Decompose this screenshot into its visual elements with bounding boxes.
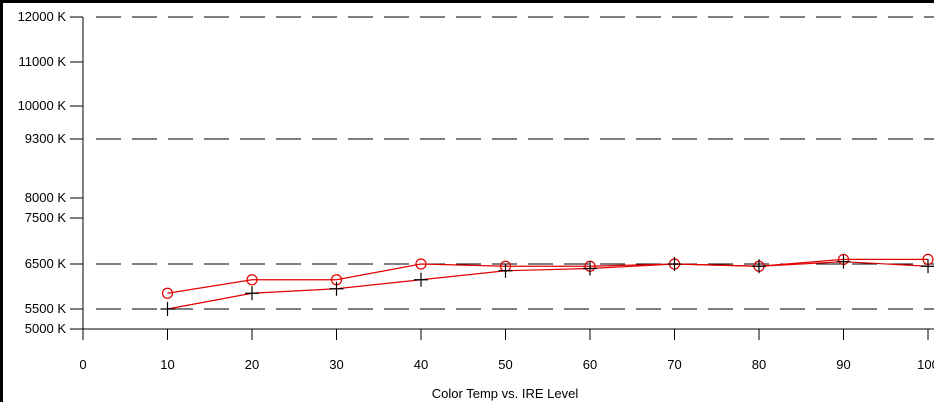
series-2-line (167, 261, 929, 310)
series-2-point-10 (160, 302, 175, 316)
x-tick-label-70: 70 (667, 357, 681, 372)
x-tick-label-90: 90 (836, 357, 850, 372)
series-2-point-50 (498, 263, 513, 278)
x-tick-label-60: 60 (583, 357, 597, 372)
x-axis-label: Color Temp vs. IRE Level (432, 386, 579, 401)
y-tick-label-6500: 6500 K (25, 256, 67, 271)
series-1-point-40 (415, 258, 427, 270)
series-2-point-80 (752, 259, 766, 274)
x-tick-label-40: 40 (414, 357, 428, 372)
reference-lines (96, 16, 934, 310)
x-tick-label-0: 0 (79, 357, 86, 372)
x-tick-label-50: 50 (498, 357, 512, 372)
y-tick-label-5000: 5000 K (25, 321, 67, 336)
x-tick-label-20: 20 (245, 357, 259, 372)
series-2-point-40 (414, 272, 428, 287)
y-tick-label-12000: 12000 K (18, 9, 67, 24)
y-tick-label-9300: 9300 K (25, 131, 67, 146)
y-tick-label-8000: 8000 K (25, 190, 67, 205)
series-group (160, 253, 934, 316)
y-tick-label-10000: 10000 K (18, 98, 67, 113)
y-tick-label-7500: 7500 K (25, 210, 67, 225)
series-2-point-60 (583, 261, 597, 276)
series-2-point-90 (836, 254, 851, 269)
y-tick-label-5500: 5500 K (25, 301, 67, 316)
series-1-point-20 (246, 274, 258, 286)
y-tick-label-11000: 11000 K (19, 54, 67, 69)
series-2-point-100 (921, 259, 934, 274)
series-1-point-10 (161, 287, 174, 299)
series-1-line (167, 258, 928, 294)
series-2-point-30 (329, 281, 344, 296)
x-tick-label-30: 30 (329, 357, 343, 372)
frame-top-border (0, 0, 934, 3)
series-2-point-20 (245, 286, 259, 301)
x-tick-label-100: 100 (917, 357, 934, 372)
series-2-point-70 (667, 257, 682, 271)
frame-left-border (0, 0, 3, 402)
x-tick-label-10: 10 (160, 357, 174, 372)
x-tick-label-80: 80 (752, 357, 766, 372)
